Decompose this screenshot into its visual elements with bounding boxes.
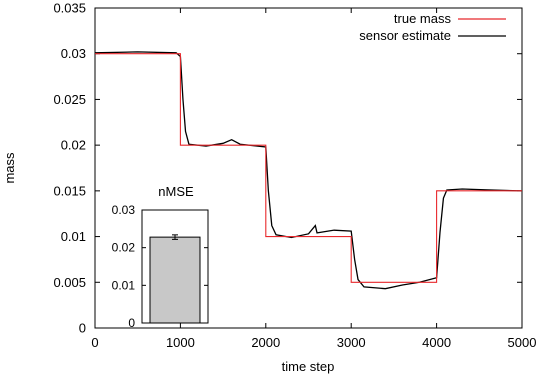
x-tick-label: 4000 <box>422 335 451 350</box>
y-axis: 0 0.005 0.01 0.015 0.02 0.025 0.03 0.035 <box>53 1 522 336</box>
inset-y-axis: 0 0.01 0.02 0.03 <box>112 203 208 330</box>
x-tick-label: 5000 <box>508 335 537 350</box>
inset-y-tick-label: 0.01 <box>112 278 136 292</box>
inset-chart: 0 0.01 0.02 0.03 nMSE <box>112 184 209 330</box>
inset-bar <box>149 236 201 324</box>
x-tick-label: 3000 <box>337 335 366 350</box>
y-tick-label: 0.005 <box>53 275 86 290</box>
inset-frame <box>141 209 209 324</box>
x-axis-label: time step <box>282 359 335 374</box>
y-tick-label: 0.02 <box>61 138 86 153</box>
legend-label-true-mass: true mass <box>394 11 452 26</box>
x-axis: 0 1000 2000 3000 4000 5000 <box>91 8 536 350</box>
inset-y-tick-label: 0 <box>128 316 135 330</box>
plot-frame <box>94 7 523 329</box>
legend-label-sensor-estimate: sensor estimate <box>359 28 451 43</box>
y-tick-label: 0.015 <box>53 183 86 198</box>
x-tick-label: 0 <box>91 335 98 350</box>
inset-bars <box>149 234 201 324</box>
x-tick-label: 1000 <box>166 335 195 350</box>
y-tick-label: 0.03 <box>61 46 86 61</box>
inset-title: nMSE <box>158 184 194 199</box>
y-tick-label: 0 <box>79 321 86 336</box>
inset-y-tick-label: 0.03 <box>112 203 136 217</box>
y-tick-label: 0.025 <box>53 92 86 107</box>
inset-y-tick-label: 0.02 <box>112 241 136 255</box>
series-sensor-estimate-line <box>94 51 523 290</box>
y-tick-label: 0.035 <box>53 1 86 16</box>
legend: true mass sensor estimate <box>359 11 506 43</box>
y-tick-label: 0.01 <box>61 229 86 244</box>
x-tick-label: 2000 <box>251 335 280 350</box>
series-true-mass-line <box>95 53 522 283</box>
y-axis-label: mass <box>2 152 17 184</box>
series-layer <box>94 51 523 290</box>
